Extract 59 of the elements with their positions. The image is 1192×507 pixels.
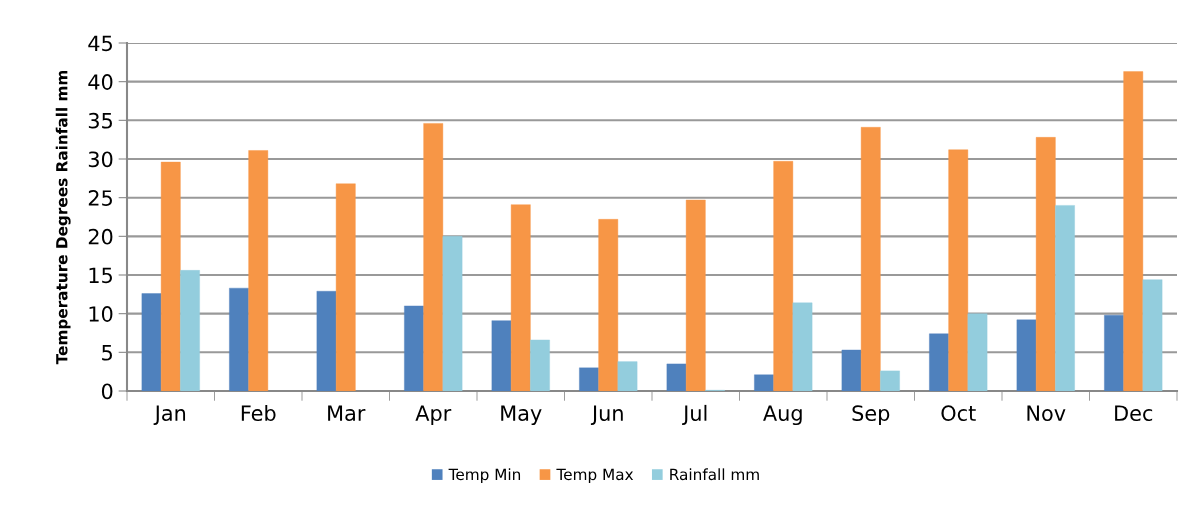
bar	[967, 313, 988, 391]
bar	[685, 199, 706, 391]
x-tick-label: Mar	[328, 405, 366, 422]
bar	[773, 161, 794, 391]
bar	[1142, 279, 1163, 391]
bar	[423, 123, 444, 391]
bar	[442, 236, 463, 391]
x-tick-label: Apr	[415, 405, 452, 426]
bar	[880, 370, 900, 391]
x-tick-label: Sep	[852, 405, 890, 426]
bar	[404, 305, 424, 391]
x-tick-label: May	[501, 405, 542, 426]
bar	[248, 150, 269, 391]
bar	[491, 320, 512, 391]
x-tick-label: Aug	[763, 405, 802, 426]
legend-label: Temp Max	[556, 468, 634, 484]
y-tick-label: 0	[101, 383, 113, 400]
x-tick-label: Feb	[241, 404, 276, 422]
bar	[792, 302, 813, 391]
x-tick-label: Jan	[153, 405, 186, 425]
x-tick-label: Jul	[682, 404, 707, 425]
bar	[617, 361, 638, 391]
y-axis-title: Temperature Degrees Rainfall mm	[55, 70, 71, 365]
y-tick-label: 40	[88, 74, 113, 90]
bar	[1055, 205, 1075, 391]
bar	[316, 291, 337, 391]
bar	[841, 349, 862, 391]
x-tick-label: Oct	[941, 405, 976, 422]
x-tick-label: Jun	[590, 405, 623, 425]
bar	[666, 363, 687, 391]
bar	[929, 333, 949, 391]
bar	[948, 149, 969, 391]
y-tick-label: 5	[102, 345, 112, 361]
x-tick-label: Dec	[1115, 405, 1153, 422]
bar	[598, 219, 619, 391]
bar	[160, 161, 181, 391]
bar	[510, 204, 531, 391]
y-tick-label: 25	[88, 190, 112, 206]
y-tick-label: 30	[88, 151, 113, 168]
bar	[579, 367, 599, 391]
bar	[229, 287, 249, 391]
bar	[1016, 319, 1037, 391]
y-tick-label: 35	[88, 112, 112, 129]
legend-label: Temp Min	[448, 468, 521, 484]
bar	[141, 293, 162, 391]
legend-label: Rainfall mm	[670, 468, 759, 481]
bar	[335, 183, 356, 391]
y-tick-label: 45	[88, 35, 112, 52]
y-tick-label: 20	[88, 228, 113, 245]
bar	[530, 339, 550, 391]
bar	[180, 270, 200, 391]
y-tick-label: 10	[89, 306, 113, 322]
bar	[754, 374, 774, 391]
x-tick-label: Nov	[1027, 405, 1066, 422]
bar	[1035, 137, 1056, 391]
bar	[1123, 71, 1144, 391]
bar	[860, 127, 881, 391]
y-tick-label: 15	[89, 267, 112, 284]
bar	[1104, 315, 1124, 391]
